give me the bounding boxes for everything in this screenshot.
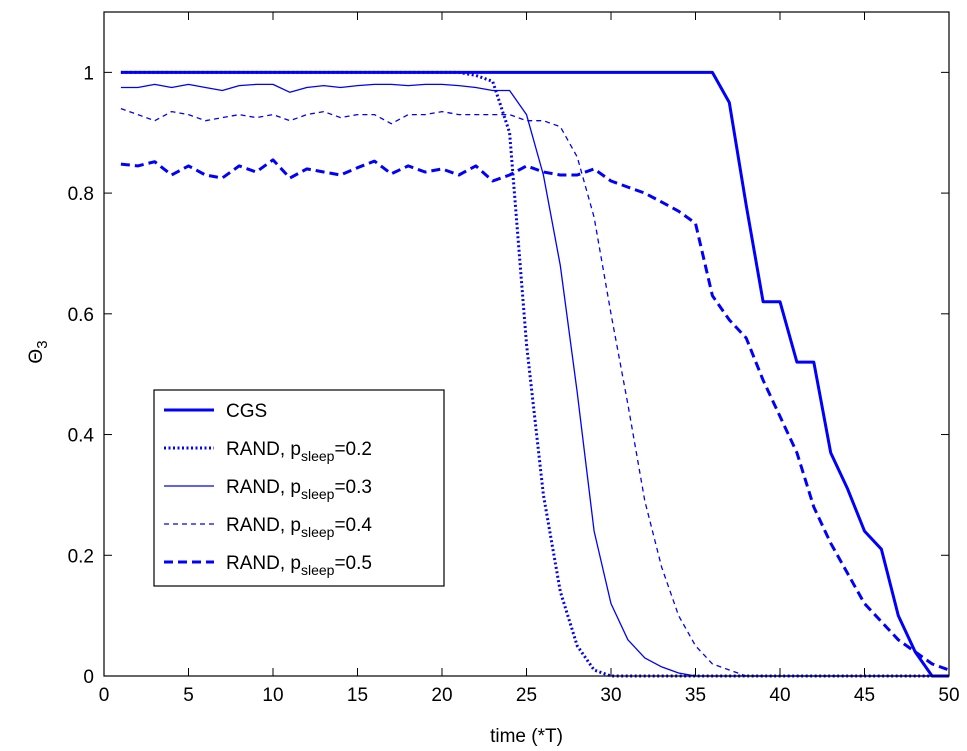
y-tick-label: 0.2 — [68, 546, 94, 567]
x-axis-label: time (*T) — [490, 726, 563, 747]
ticks-layer: 0 5 10 15 20 25 30 35 40 45 50 0 0.2 0.4 0.6 0.8 1 — [68, 12, 960, 706]
series-line-5 — [120, 158, 950, 672]
y-axis-label-sub: 3 — [34, 340, 51, 348]
y-tick-label: 1 — [83, 63, 94, 84]
x-tick-label: 15 — [347, 685, 368, 706]
y-tick-label: 0.8 — [68, 184, 94, 205]
legend-label-1: CGS — [226, 401, 267, 422]
x-tick-label: 30 — [600, 685, 621, 706]
x-tick-label: 10 — [262, 685, 283, 706]
x-tick-label: 40 — [769, 685, 790, 706]
x-tick-label: 25 — [516, 685, 537, 706]
y-tick-label: 0.4 — [68, 426, 95, 447]
series-line-4 — [120, 107, 949, 677]
x-tick-label: 45 — [854, 685, 875, 706]
x-tick-label: 35 — [685, 685, 706, 706]
legend-label-3: RAND, psleep=0.3 — [226, 477, 372, 502]
y-axis-label-main: Θ — [26, 349, 47, 364]
legend-label-4: RAND, psleep=0.4 — [226, 515, 372, 540]
x-tick-label: 5 — [183, 685, 194, 706]
legend: CGS RAND, psleep=0.2 RAND, psleep=0.3 RAND,… — [153, 389, 445, 587]
x-tick-label: 0 — [99, 685, 110, 706]
series-line-1 — [120, 70, 949, 678]
legend-label-2: RAND, psleep=0.2 — [226, 439, 372, 464]
y-tick-label: 0.6 — [68, 305, 94, 326]
legend-box — [153, 389, 445, 587]
x-tick-label: 20 — [431, 685, 452, 706]
legend-label-5: RAND, psleep=0.5 — [226, 553, 372, 578]
y-axis-label: Θ3 — [26, 340, 51, 363]
y-tick-label: 0 — [83, 667, 94, 688]
x-tick-label: 50 — [938, 685, 959, 706]
